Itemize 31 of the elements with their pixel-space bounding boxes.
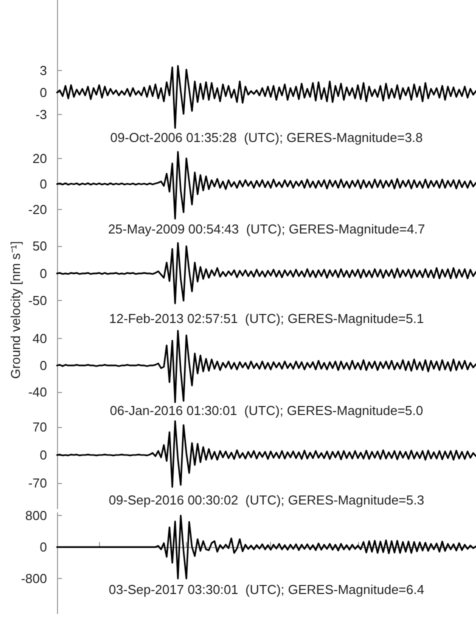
line-series (56, 65, 476, 129)
y-tick-label: -70 (28, 476, 47, 490)
y-tick-label: 3 (40, 62, 47, 78)
y-tick-label: 50 (32, 238, 47, 254)
y-tick-label: 0 (40, 358, 47, 373)
y-tick-label: -20 (28, 202, 47, 218)
line-series (56, 151, 476, 220)
y-tick-label: 20 (32, 150, 47, 166)
y-tick-label: 0 (40, 448, 47, 462)
line-series (56, 514, 476, 580)
annotation: 09-Oct-2006 01:35:28 (UTC); GERES-Magnitude=3.8 (110, 130, 423, 145)
y-tick-label: -3 (35, 107, 47, 122)
annotation: 12-Feb-2013 02:57:51 (UTC); GERES-Magnitude=5.1 (109, 310, 424, 326)
annotation: 06-Jan-2016 01:30:01 (UTC); GERES-Magnitude=5.0 (110, 402, 424, 418)
line-series (56, 330, 476, 404)
y-tick-label: 70 (32, 420, 47, 434)
y-tick-label: -800 (20, 571, 47, 586)
y-tick-label: 0 (40, 266, 47, 281)
annotation: 09-Sep-2016 00:30:02 (UTC); GERES-Magnitude=5.3 (108, 492, 424, 508)
line-series (56, 242, 476, 304)
annotation: 25-May-2009 00:54:43 (UTC); GERES-Magnitude=4.7 (108, 222, 425, 236)
line-series (56, 420, 476, 488)
y-tick-label: 0 (40, 540, 47, 555)
y-tick-label: -40 (28, 384, 47, 400)
y-tick-label: 800 (25, 508, 47, 523)
y-tick-label: 0 (40, 176, 47, 192)
y-tick-label: 40 (32, 331, 47, 346)
annotation: 03-Sep-2017 03:30:01 (UTC); GERES-Magnitude=6.4 (108, 582, 424, 598)
y-tick-label: 0 (40, 85, 47, 100)
y-tick-label: -50 (28, 293, 47, 308)
y-axis-title: Ground velocity [nm s⁻¹] (7, 240, 24, 381)
